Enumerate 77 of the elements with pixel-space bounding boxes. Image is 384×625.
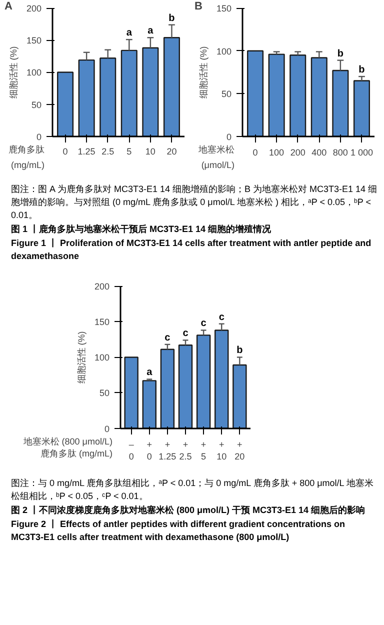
x-axis-title: 地塞米松 (800 μmol/L) 鹿角多肽 (mg/mL)	[22, 436, 113, 458]
annotation: a	[146, 367, 153, 378]
x-tick-label: 0	[252, 147, 258, 158]
bar	[142, 47, 159, 137]
y-tick-label: 150	[216, 4, 232, 14]
text: 图注：图 A 为鹿角多肽对 MC3T3-E1 14 细胞增殖的影响；B 为地塞米松对 MC3T3-E1 14 细胞增殖的影响。与对照组 (0 mg/mL 鹿角多肽或 0 μmol/L 地塞米松 ) 相比，ᵃP < 0.05，ᵇP < 0.01。	[11, 183, 378, 222]
x-tick-label: 400	[312, 147, 327, 158]
bar	[353, 80, 370, 137]
bar	[332, 70, 349, 137]
bar	[163, 37, 180, 137]
x-axis-title: 鹿角多肽 (mg/mL)	[8, 144, 45, 170]
y-tick-label: 100	[216, 46, 232, 56]
x-tick-label: + 0	[146, 439, 152, 462]
bar	[268, 54, 285, 137]
bar	[142, 380, 156, 429]
bar	[196, 334, 211, 429]
x-tick-label: 1 000	[350, 147, 373, 158]
chart-title: B	[194, 0, 202, 12]
chart-title: A	[4, 0, 12, 12]
y-axis-title: 细胞活性 (%)	[76, 331, 86, 384]
bar	[100, 58, 116, 137]
x-tick-label: 2.5	[102, 146, 114, 156]
annotation: c	[218, 312, 225, 323]
x-tick-label: 0	[62, 146, 68, 156]
text: 图注：与 0 mg/mL 鹿角多肽组相比，ᵃP < 0.01；与 0 mg/mL 鹿角多肽 + 800 μmol/L 地塞米松组相比，ᵇP < 0.05，ᶜP < 0.01。	[11, 477, 374, 503]
y-tick-label: 150	[94, 317, 110, 328]
y-tick-label: 100	[26, 68, 42, 78]
annotation: b	[236, 345, 243, 356]
y-tick-label: 50	[31, 100, 42, 110]
text: 图 1 丨鹿角多肽与地塞米松干预后 MC3T3-E1 14 细胞的增殖情况	[11, 223, 272, 236]
annotation: b	[358, 64, 365, 76]
y-tick-label: 50	[99, 388, 110, 398]
annotation: b	[337, 48, 344, 60]
y-tick-label: 150	[26, 36, 42, 46]
x-tick-label: 200	[290, 147, 306, 158]
x-axis-title: 地塞米松 (μmol/L)	[198, 144, 235, 170]
x-tick-label: + 5	[200, 439, 206, 462]
text: Figure 1 丨 Proliferation of MC3T3-E1 14 cells after treatment with antler peptide and dexamethasone	[11, 237, 372, 263]
y-tick-label: 50	[221, 89, 232, 100]
x-tick-label: + 2.5	[179, 439, 192, 462]
y-tick-label: 100	[94, 352, 110, 363]
bar	[78, 59, 95, 137]
bar	[178, 344, 193, 429]
x-tick-label: – 0	[128, 439, 134, 462]
x-tick-label: 800	[332, 147, 348, 158]
x-tick-label: + 10	[216, 439, 227, 462]
annotation: a	[126, 28, 132, 39]
text: Figure 2 丨 Effects of antler peptides with different gradient concentrations on MC3T3-E1 cells after treatment with dexamethasone (800 μmol/L)	[11, 518, 346, 544]
y-tick-label: 0	[104, 424, 110, 434]
bar	[120, 50, 138, 137]
y-axis-title: 细胞活性 (%)	[8, 46, 18, 99]
x-tick-label: 1.25	[78, 146, 96, 156]
x-tick-label: 100	[269, 147, 284, 158]
annotation: c	[200, 318, 207, 330]
y-tick-label: 0	[36, 132, 42, 142]
annotation: b	[168, 12, 175, 24]
x-tick-label: + 20	[234, 439, 245, 462]
y-tick-label: 200	[94, 282, 110, 292]
y-axis-title: 细胞活性 (%)	[198, 46, 208, 99]
x-tick-label: + 1.25	[158, 439, 176, 462]
annotation: c	[164, 332, 171, 344]
bar	[124, 356, 138, 429]
x-tick-label: 20	[166, 146, 177, 156]
x-tick-label: 5	[126, 146, 132, 156]
bar	[247, 50, 264, 137]
x-tick-label: 10	[145, 146, 156, 156]
bar	[232, 364, 247, 429]
bar	[290, 54, 306, 137]
bar	[310, 57, 328, 137]
annotation: a	[148, 26, 154, 37]
bar	[160, 348, 175, 429]
y-tick-label: 0	[226, 132, 232, 142]
y-tick-label: 200	[26, 4, 42, 14]
bar	[57, 72, 74, 137]
annotation: c	[182, 328, 189, 340]
bar	[214, 330, 229, 429]
text: 图 2 丨不同浓度梯度鹿角多肽对地塞米松 (800 μmol/L) 干预 MC3T3-E1 14 细胞后的影响	[11, 504, 366, 517]
